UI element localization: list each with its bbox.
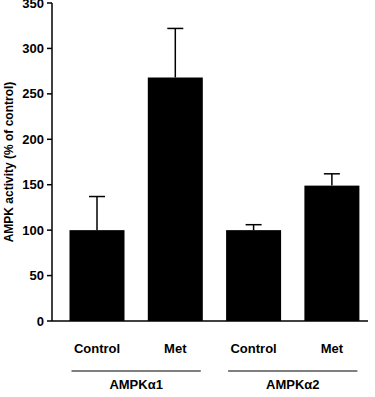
error-bar	[167, 28, 183, 77]
error-stem	[331, 174, 333, 186]
y-tick	[47, 139, 52, 141]
y-tick	[47, 48, 52, 50]
y-tick-label: 0	[37, 314, 44, 329]
error-bar	[324, 174, 340, 186]
y-tick-label: 350	[22, 0, 44, 11]
bar	[70, 230, 125, 321]
x-tick-label: Control	[74, 341, 120, 356]
y-axis-label: AMPK activity (% of control)	[2, 82, 16, 243]
y-tick-label: 250	[22, 86, 44, 101]
error-cap	[324, 173, 340, 175]
error-stem	[175, 28, 177, 77]
error-cap	[167, 28, 183, 30]
error-stem	[253, 225, 255, 230]
x-tick-label: Met	[321, 341, 344, 356]
y-axis	[51, 3, 53, 321]
chart-svg: 0 50 100 150 200 250 300 350 AMPK activity (% of…	[0, 0, 375, 397]
x-axis	[52, 320, 368, 322]
y-tick-label: 100	[22, 223, 44, 238]
y-tick-label: 50	[30, 268, 44, 283]
y-tick-label: 150	[22, 177, 44, 192]
y-tick	[47, 184, 52, 186]
y-tick	[47, 93, 52, 95]
chart-container: 0 50 100 150 200 250 300 350 AMPK activity (% of…	[0, 0, 375, 397]
group-line	[72, 370, 201, 371]
error-cap	[246, 224, 262, 226]
y-tick	[47, 229, 52, 231]
error-bar	[246, 225, 262, 230]
y-tick-label: 200	[22, 132, 44, 147]
bar	[226, 230, 281, 321]
x-tick-label: Met	[164, 341, 187, 356]
y-tick-label: 300	[22, 41, 44, 56]
error-bar	[89, 197, 105, 231]
error-stem	[96, 197, 98, 231]
group-line	[228, 370, 357, 371]
y-tick	[47, 2, 52, 4]
error-cap	[89, 196, 105, 198]
bar	[148, 78, 203, 321]
y-tick	[47, 320, 52, 322]
group-label: AMPKα1	[109, 377, 163, 392]
group-label: AMPKα2	[266, 377, 320, 392]
bar	[304, 186, 359, 321]
y-tick	[47, 275, 52, 277]
bars	[70, 28, 360, 321]
x-tick-label: Control	[230, 341, 276, 356]
